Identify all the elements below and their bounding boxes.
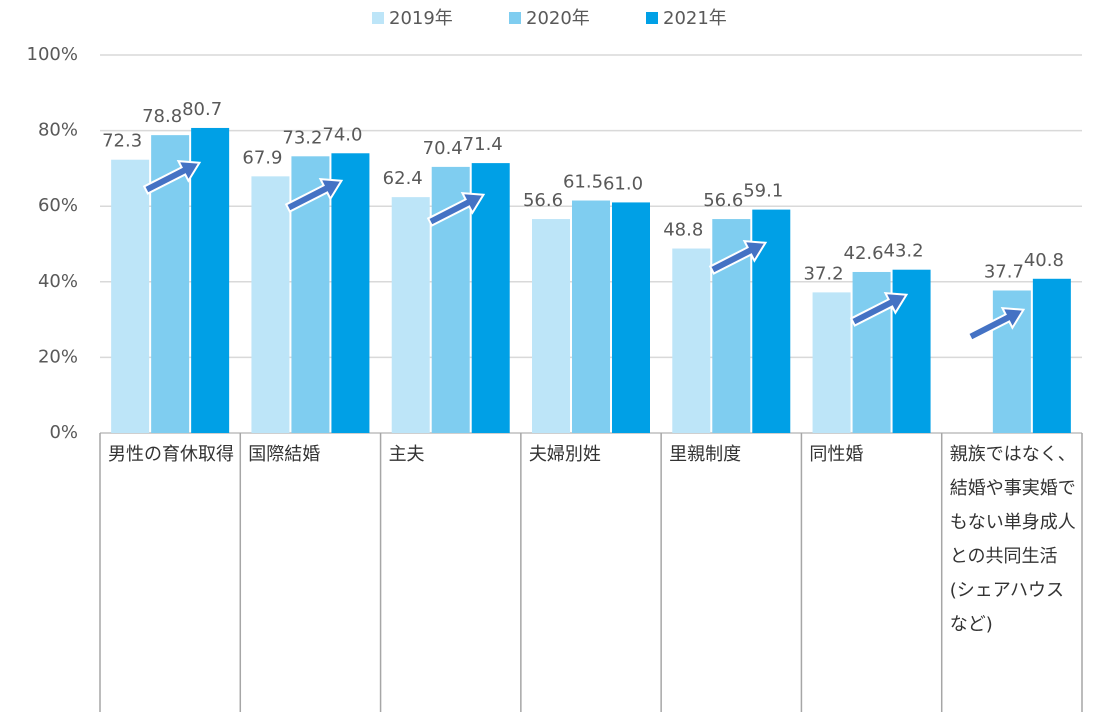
value-label: 40.8 <box>1024 250 1064 271</box>
value-label: 56.6 <box>523 190 563 211</box>
y-tick-label: 60% <box>38 195 78 216</box>
value-label: 73.2 <box>282 127 322 148</box>
y-tick-label: 80% <box>38 120 78 141</box>
bar <box>471 163 510 433</box>
value-label: 62.4 <box>383 168 423 189</box>
value-label: 59.1 <box>743 181 783 202</box>
bar <box>1032 278 1071 433</box>
y-tick-label: 20% <box>38 346 78 367</box>
bar <box>191 127 230 433</box>
bar <box>572 200 610 433</box>
bar <box>812 292 851 433</box>
y-tick-label: 40% <box>38 271 78 292</box>
value-label: 61.5 <box>563 172 603 193</box>
legend-swatch <box>372 12 384 24</box>
legend-swatch <box>646 12 658 24</box>
x-tick-label: 国際結婚 <box>248 444 321 465</box>
value-label: 61.0 <box>603 173 643 194</box>
value-label: 37.2 <box>804 263 844 284</box>
value-label: 37.7 <box>984 261 1024 282</box>
value-label: 43.2 <box>884 241 924 262</box>
y-tick-label: 0% <box>49 422 78 443</box>
x-tick-label: 男性の育休取得 <box>108 444 234 465</box>
value-label: 42.6 <box>844 243 884 264</box>
x-tick-label: 夫婦別姓 <box>528 444 601 465</box>
value-label: 70.4 <box>423 138 463 159</box>
value-label: 48.8 <box>663 220 703 241</box>
bar <box>612 202 650 433</box>
legend-label: 2019年 <box>389 8 453 29</box>
value-label: 67.9 <box>242 147 282 168</box>
value-label: 56.6 <box>703 190 743 211</box>
value-label: 72.3 <box>102 131 142 152</box>
bar <box>672 248 711 433</box>
legend-label: 2020年 <box>526 8 590 29</box>
value-label: 78.8 <box>142 106 182 127</box>
bar <box>331 153 370 433</box>
bar <box>532 219 570 433</box>
y-tick-label: 100% <box>27 44 78 65</box>
bar <box>111 159 150 433</box>
legend-swatch <box>509 12 521 24</box>
bar <box>852 271 891 433</box>
x-tick-label: 親族ではなく、結婚や事実婚でもない単身成人との共同生活(シェアハウスなど) <box>949 444 1076 635</box>
x-tick-label: 同性婚 <box>809 444 864 465</box>
value-label: 80.7 <box>182 99 222 120</box>
legend-label: 2021年 <box>663 8 727 29</box>
x-tick-label: 里親制度 <box>669 444 742 465</box>
bar <box>391 197 430 433</box>
x-tick-label: 主夫 <box>388 444 425 465</box>
bar <box>251 176 290 433</box>
value-label: 74.0 <box>322 124 362 145</box>
value-label: 71.4 <box>463 134 503 155</box>
